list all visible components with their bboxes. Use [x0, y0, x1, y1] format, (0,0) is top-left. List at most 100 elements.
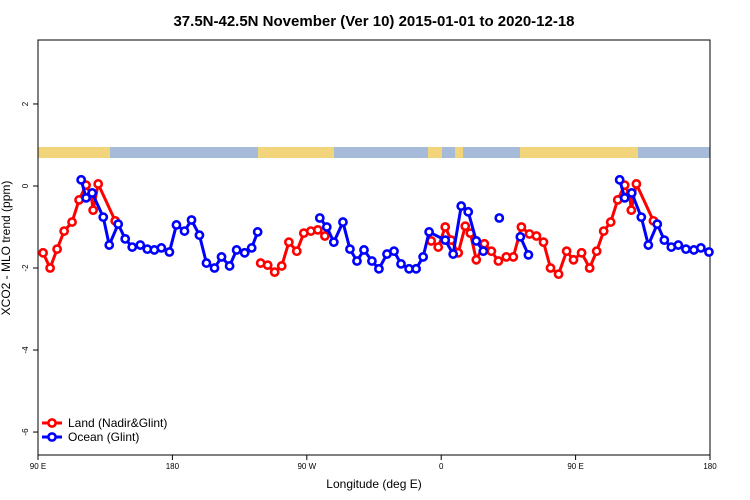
map-land — [38, 147, 110, 158]
x-tick-label: 90 W — [297, 462, 316, 471]
point — [463, 206, 474, 217]
point — [312, 224, 323, 235]
point — [568, 254, 579, 265]
legend-marker — [47, 418, 57, 428]
point — [523, 249, 534, 260]
point — [194, 230, 205, 241]
y-tick-label: 0 — [21, 183, 30, 188]
map-land — [258, 147, 334, 158]
point — [374, 263, 384, 274]
point — [38, 247, 48, 258]
point — [456, 201, 467, 211]
point — [81, 192, 91, 203]
point — [614, 174, 625, 185]
point — [704, 247, 714, 257]
point — [553, 269, 564, 280]
point — [643, 240, 654, 250]
point — [631, 179, 642, 189]
point — [239, 247, 250, 258]
point — [45, 263, 55, 273]
point — [246, 243, 257, 253]
point — [164, 247, 175, 257]
point — [359, 245, 369, 255]
point — [98, 212, 109, 223]
point — [591, 246, 602, 257]
point — [433, 242, 444, 252]
map-land — [455, 147, 463, 158]
point — [179, 226, 190, 236]
point — [478, 246, 489, 257]
point — [626, 188, 637, 198]
point — [619, 192, 630, 203]
point — [269, 267, 280, 278]
series-line — [41, 179, 655, 277]
point — [231, 245, 242, 255]
point — [396, 259, 406, 269]
point — [224, 261, 235, 271]
legend-label: Ocean (Glint) — [68, 430, 139, 444]
point — [494, 213, 505, 223]
point — [695, 243, 706, 253]
point — [493, 256, 504, 266]
point — [345, 244, 355, 255]
point — [411, 263, 422, 274]
map-strip — [38, 147, 710, 158]
point — [448, 249, 459, 259]
point — [291, 246, 302, 257]
series — [38, 179, 659, 280]
point — [52, 244, 63, 255]
point — [93, 179, 104, 189]
point — [508, 252, 519, 262]
point — [531, 231, 542, 241]
point — [389, 246, 399, 257]
point — [201, 258, 212, 268]
point — [636, 212, 647, 223]
point — [171, 220, 182, 230]
point — [681, 244, 691, 255]
point — [338, 217, 348, 227]
point — [127, 242, 138, 252]
point — [104, 240, 115, 250]
point — [216, 252, 227, 262]
point — [276, 261, 287, 271]
point — [673, 240, 684, 250]
point — [209, 263, 220, 273]
point — [471, 254, 482, 265]
point — [135, 240, 146, 250]
point — [321, 222, 332, 232]
point — [471, 236, 482, 246]
x-tick-label: 0 — [439, 462, 444, 471]
point — [59, 226, 70, 236]
y-tick-label: -6 — [21, 428, 30, 436]
y-tick-label: -2 — [21, 264, 30, 272]
point — [120, 233, 131, 244]
point — [262, 260, 273, 271]
y-tick-label: -4 — [21, 346, 30, 354]
point — [652, 219, 663, 230]
x-axis-label: Longitude (deg E) — [326, 477, 421, 491]
point — [515, 231, 526, 242]
legend-label: Land (Nadir&Glint) — [68, 416, 167, 430]
point — [440, 222, 451, 232]
legend-marker — [47, 432, 57, 442]
x-tick-label: 90 E — [567, 462, 583, 471]
map-ocean — [38, 147, 710, 158]
point — [516, 222, 527, 232]
point — [156, 243, 167, 253]
chart-title: 37.5N-42.5N November (Ver 10) 2015-01-01… — [173, 13, 574, 30]
point — [440, 235, 451, 246]
point — [486, 246, 497, 257]
map-land — [520, 147, 638, 158]
point — [252, 227, 263, 237]
point — [367, 256, 377, 266]
x-tick-label: 90 E — [30, 462, 46, 471]
y-tick-label: 2 — [21, 101, 30, 106]
point — [545, 263, 556, 273]
point — [605, 217, 616, 227]
point — [479, 238, 490, 249]
point — [576, 247, 587, 258]
point — [113, 219, 124, 230]
x-tick-label: 180 — [703, 462, 717, 471]
point — [561, 246, 572, 257]
